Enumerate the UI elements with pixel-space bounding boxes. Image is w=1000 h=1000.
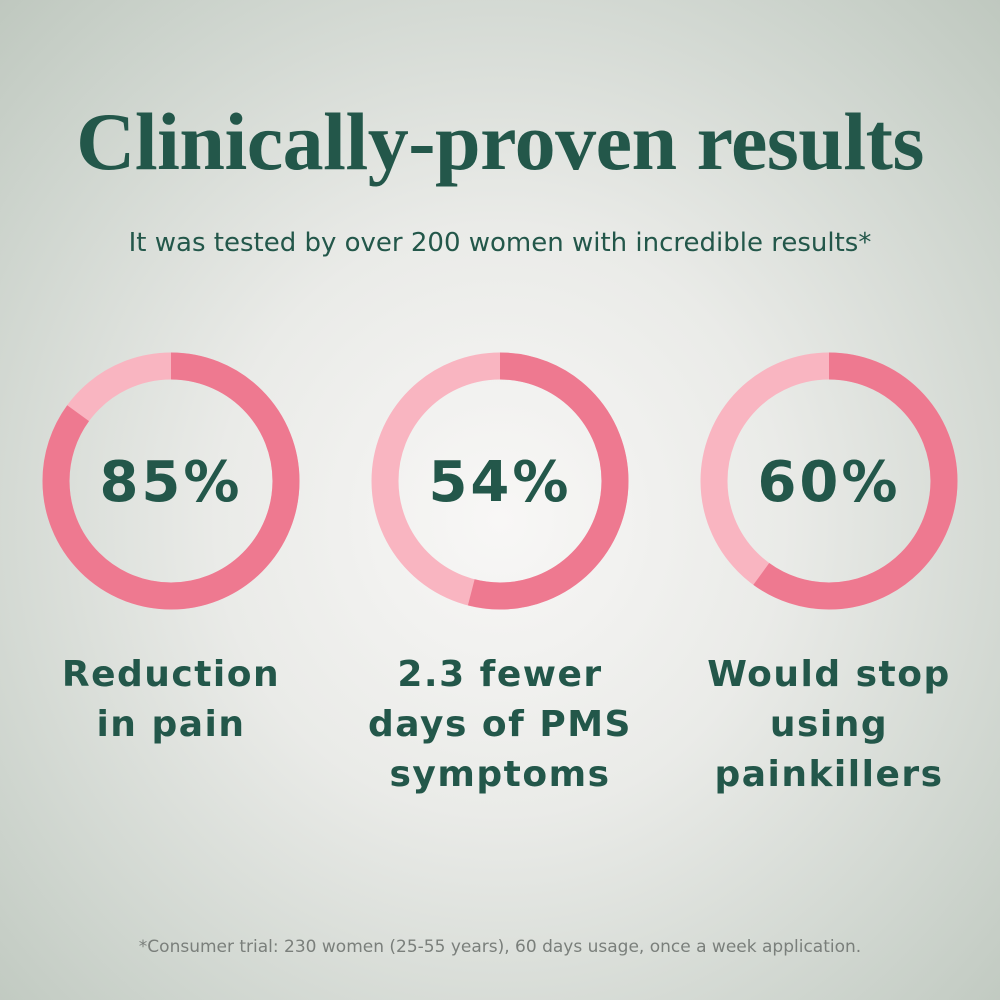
percent-label: 54% — [428, 450, 572, 515]
donut-chart — [700, 352, 958, 610]
donut-value-segment — [371, 352, 629, 610]
percent-label: 60% — [757, 450, 901, 515]
footnote: *Consumer trial: 230 women (25-55 years)… — [138, 937, 862, 957]
stat-caption: Would stop using painkillers — [707, 654, 951, 795]
percent-label: 85% — [99, 450, 243, 515]
stat-caption: 2.3 fewer days of PMS symptoms — [368, 654, 632, 795]
stat-fewer-pms-days: 54% 2.3 fewer days of PMS symptoms — [365, 350, 635, 800]
stat-stop-painkillers: 60% Would stop using painkillers — [694, 350, 964, 800]
stat-reduction-in-pain: 85% Reduction in pain — [36, 350, 306, 750]
subtitle: It was tested by over 200 women with inc… — [128, 228, 872, 258]
donut-value-segment — [700, 352, 958, 610]
page-title: Clinically-proven results — [76, 96, 924, 187]
donut-value-segment — [42, 352, 300, 610]
donut-chart — [42, 352, 300, 610]
stat-caption: Reduction in pain — [61, 654, 281, 745]
donut-chart — [371, 352, 629, 610]
